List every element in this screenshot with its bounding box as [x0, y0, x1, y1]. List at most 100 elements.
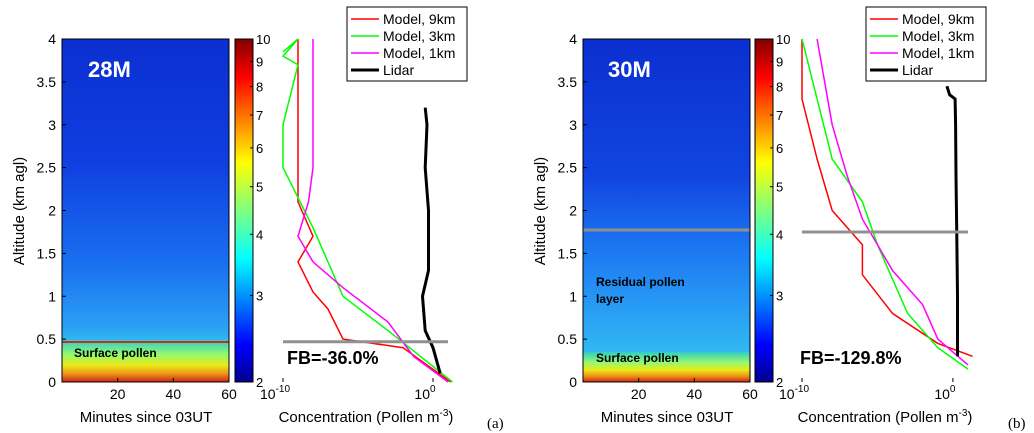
heatmap-a: 28M Surface pollen 0 0.5 1 1.5 2 2.5 3 3.5 4 20 4… [11, 31, 237, 426]
panel-label-b: (b) [1008, 416, 1026, 432]
series-line-model-9km [297, 39, 452, 383]
ylabel-a: Altitude (km agl) [11, 157, 28, 265]
profile-b: FB=-129.8% 10-10 100 Concentration (Polle… [779, 6, 987, 426]
profile-a-xticks: 10-10 100 [260, 378, 436, 402]
colorbar-tick-label: 2 [256, 375, 263, 390]
series-line-lidar [420, 107, 442, 374]
annotation-surface-pollen-b: Surface pollen [596, 351, 679, 365]
legend-label: Model, 1km [902, 45, 974, 61]
colorbar-tick-label: 2 [776, 375, 783, 390]
colorbar-tick-label: 4 [256, 227, 263, 242]
colorbar-tick-label: 8 [776, 80, 783, 95]
xtick-label: 40 [687, 386, 703, 402]
fb-text-a: FB=-36.0% [287, 348, 379, 368]
ytick-label: 1.5 [37, 245, 57, 261]
heatmap-b-surface-band [583, 352, 750, 382]
xlabel-profile-b: Concentration (Pollen m-3) [798, 408, 973, 426]
ytick-label: 0.5 [37, 331, 57, 347]
xtick-label: 20 [110, 386, 126, 402]
colorbar-tick-label: 8 [256, 80, 263, 95]
ytick-label: 3.5 [558, 74, 578, 90]
panel-label-a: (a) [487, 416, 504, 432]
ytick-label: 0 [48, 374, 56, 390]
case-label-a: 28M [88, 57, 131, 82]
xlabel-b: Minutes since 03UT [601, 409, 734, 426]
xlabel-a: Minutes since 03UT [80, 409, 213, 426]
colorbar-tick-label: 9 [256, 54, 263, 69]
heatmap-b-xticks: 20 40 60 [631, 378, 758, 402]
colorbar-tick-label: 4 [776, 227, 783, 242]
ytick-label: 1 [48, 288, 56, 304]
ytick-label: 3 [48, 117, 56, 133]
ytick-label: 2 [569, 203, 577, 219]
series-line-model-9km [801, 39, 973, 358]
fb-text-b: FB=-129.8% [800, 348, 902, 368]
profile-xtick-label: 10-10 [260, 384, 290, 402]
colorbar-b-bar [754, 38, 774, 383]
annotation-residual-pollen: Residual pollen [596, 275, 685, 289]
legend-label: Lidar [383, 62, 414, 78]
ytick-label: 1 [569, 288, 577, 304]
legend-label: Model, 3km [902, 28, 974, 44]
heatmap-a-yticks: 0 0.5 1 1.5 2 2.5 3 3.5 4 [37, 31, 66, 390]
series-line-model-3km [281, 38, 453, 383]
heatmap-b: 30M Residual pollen layer Surface pollen… [532, 31, 758, 426]
xtick-label: 60 [742, 386, 758, 402]
xtick-label: 60 [221, 386, 237, 402]
ytick-label: 2 [48, 203, 56, 219]
ytick-label: 4 [48, 31, 56, 47]
legend-label: Lidar [902, 62, 933, 78]
legend-label: Model, 9km [902, 11, 974, 27]
legend-label: Model, 3km [383, 28, 455, 44]
ytick-label: 2.5 [37, 160, 57, 176]
colorbar-tick-label: 6 [256, 141, 263, 156]
colorbar-tick-label: 5 [256, 180, 263, 195]
annotation-surface-pollen-a: Surface pollen [74, 346, 157, 360]
legend-label: Model, 9km [383, 11, 455, 27]
ytick-label: 3 [569, 117, 577, 133]
heatmap-a-background [62, 39, 229, 382]
heatmap-a-xticks: 20 40 60 [110, 378, 237, 402]
colorbar-tick-label: 3 [256, 289, 263, 304]
xtick-label: 40 [166, 386, 182, 402]
panel-a: 28M Surface pollen 0 0.5 1 1.5 2 2.5 3 3.5 4 20 4… [11, 6, 504, 432]
colorbar-tick-label: 6 [776, 141, 783, 156]
ytick-label: 4 [569, 31, 577, 47]
colorbar-tick-label: 9 [776, 54, 783, 69]
annotation-layer: layer [596, 292, 624, 306]
colorbar-a-ticks: 2 3 4 5 6 7 8 9 10 [250, 32, 270, 390]
ytick-label: 1.5 [558, 245, 578, 261]
xlabel-profile-a: Concentration (Pollen m-3) [279, 408, 454, 426]
colorbar-tick-label: 10 [776, 32, 790, 47]
ytick-label: 2.5 [558, 160, 578, 176]
ytick-label: 3.5 [37, 74, 57, 90]
profile-b-xticks: 10-10 100 [779, 378, 956, 402]
series-line-lidar [945, 85, 959, 357]
heatmap-a-surface-band [62, 340, 229, 382]
series-line-model-1km [816, 38, 969, 366]
colorbar-b: 2 3 4 5 6 7 8 9 10 [754, 32, 790, 390]
profile-a: FB=-36.0% 10-10 100 Concentration (Pollen… [260, 6, 468, 426]
legend-label: Model, 1km [383, 45, 455, 61]
colorbar-tick-label: 5 [776, 180, 783, 195]
xtick-label: 20 [631, 386, 647, 402]
colorbar-a-bar [234, 38, 254, 383]
colorbar-tick-label: 7 [256, 108, 263, 123]
series-line-model-3km [801, 38, 969, 370]
case-label-b: 30M [608, 57, 651, 82]
ytick-label: 0 [569, 374, 577, 390]
ytick-label: 0.5 [558, 331, 578, 347]
colorbar-a: 2 3 4 5 6 7 8 9 10 [234, 32, 270, 390]
panel-b: 30M Residual pollen layer Surface pollen… [532, 6, 1026, 432]
profile-xtick-label: 100 [414, 384, 436, 402]
profile-xtick-label: 100 [934, 384, 956, 402]
profile-a-lines [281, 38, 453, 383]
series-line-model-1km [297, 39, 449, 383]
heatmap-b-background [583, 39, 750, 382]
profile-b-lines [801, 38, 973, 370]
colorbar-tick-label: 7 [776, 108, 783, 123]
colorbar-tick-label: 3 [776, 289, 783, 304]
